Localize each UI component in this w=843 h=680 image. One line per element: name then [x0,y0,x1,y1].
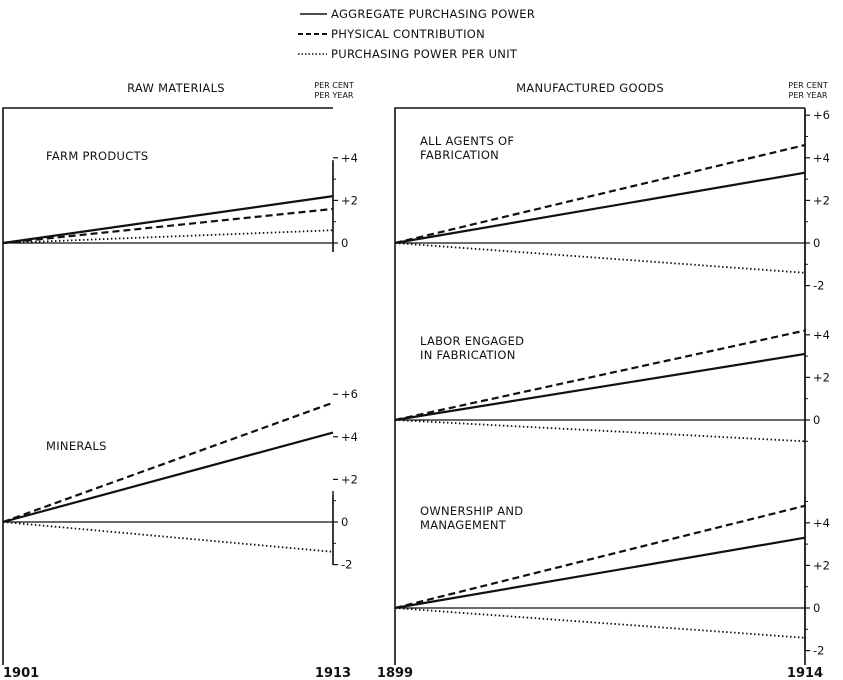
series-line-solid [394,352,806,422]
y-tick-label: -2 [341,558,352,572]
series-line-dotted [2,521,334,553]
left-year-start: 1901 [3,666,39,680]
legend-physical-label: PHYSICAL CONTRIBUTION [331,27,485,41]
right-panel-unit-line2: PER YEAR [789,91,828,100]
left-panel-unit-line1: PER CENT [314,81,354,90]
y-tick-label: +2 [341,193,358,207]
y-tick-label: -2 [813,644,824,658]
y-tick-label: +2 [813,370,830,384]
y-tick-label: +4 [813,328,830,342]
series-line-solid [2,195,334,245]
series-line-dashed [2,401,334,524]
legend-aggregate-label: AGGREGATE PURCHASING POWER [331,7,535,21]
subchart-title: MANAGEMENT [420,518,507,532]
y-tick-label: +6 [813,108,830,122]
subchart-title: IN FABRICATION [420,348,516,362]
y-tick-label: +4 [341,430,358,444]
subchart-title: FABRICATION [420,148,499,162]
series-line-dashed [394,143,806,245]
left-panel-unit-line2: PER YEAR [315,91,354,100]
right-year-end: 1914 [787,666,823,680]
series-line-solid [2,431,334,524]
left-panel-title: RAW MATERIALS [127,81,225,95]
subchart-0: FARM PRODUCTS +4 +2 0 [2,149,358,252]
y-tick-label: 0 [813,236,820,250]
y-tick-label: 0 [813,601,820,615]
left-year-end: 1913 [315,666,351,680]
y-tick-label: +2 [341,472,358,486]
subchart-title: FARM PRODUCTS [46,149,149,163]
y-tick-label: 0 [341,515,348,529]
subchart-title: ALL AGENTS OF [420,134,514,148]
series-line-dotted [394,607,806,639]
series-line-dashed [394,329,806,422]
y-tick-label: 0 [813,413,820,427]
subchart-title: LABOR ENGAGED [420,334,524,348]
series-line-dashed [2,207,334,245]
right-panel-unit-line1: PER CENT [788,81,828,90]
y-tick-label: +4 [341,151,358,165]
subchart-title: MINERALS [46,439,107,453]
y-tick-label: -2 [813,279,824,293]
legend: AGGREGATE PURCHASING POWER PHYSICAL CONT… [298,7,535,61]
y-tick-label: +4 [813,151,830,165]
series-line-dotted [394,419,806,443]
y-tick-label: +2 [813,558,830,572]
series-line-dotted [2,229,334,244]
series-line-dashed [394,504,806,610]
series-line-dotted [394,242,806,274]
right-panel-title: MANUFACTURED GOODS [516,81,664,95]
series-line-solid [394,536,806,610]
y-tick-label: +2 [813,193,830,207]
right-panel-frame [394,107,805,665]
y-tick-label: 0 [341,236,348,250]
subchart-1: MINERALS +6 +4 +2 0 -2 [2,387,358,572]
y-tick-label: +6 [341,387,358,401]
subchart-title: OWNERSHIP AND [420,504,523,518]
right-year-start: 1899 [377,666,413,680]
left-panel-frame [2,107,333,665]
series-line-solid [394,171,806,245]
y-tick-label: +4 [813,516,830,530]
legend-per-unit-label: PURCHASING POWER PER UNIT [331,47,518,61]
